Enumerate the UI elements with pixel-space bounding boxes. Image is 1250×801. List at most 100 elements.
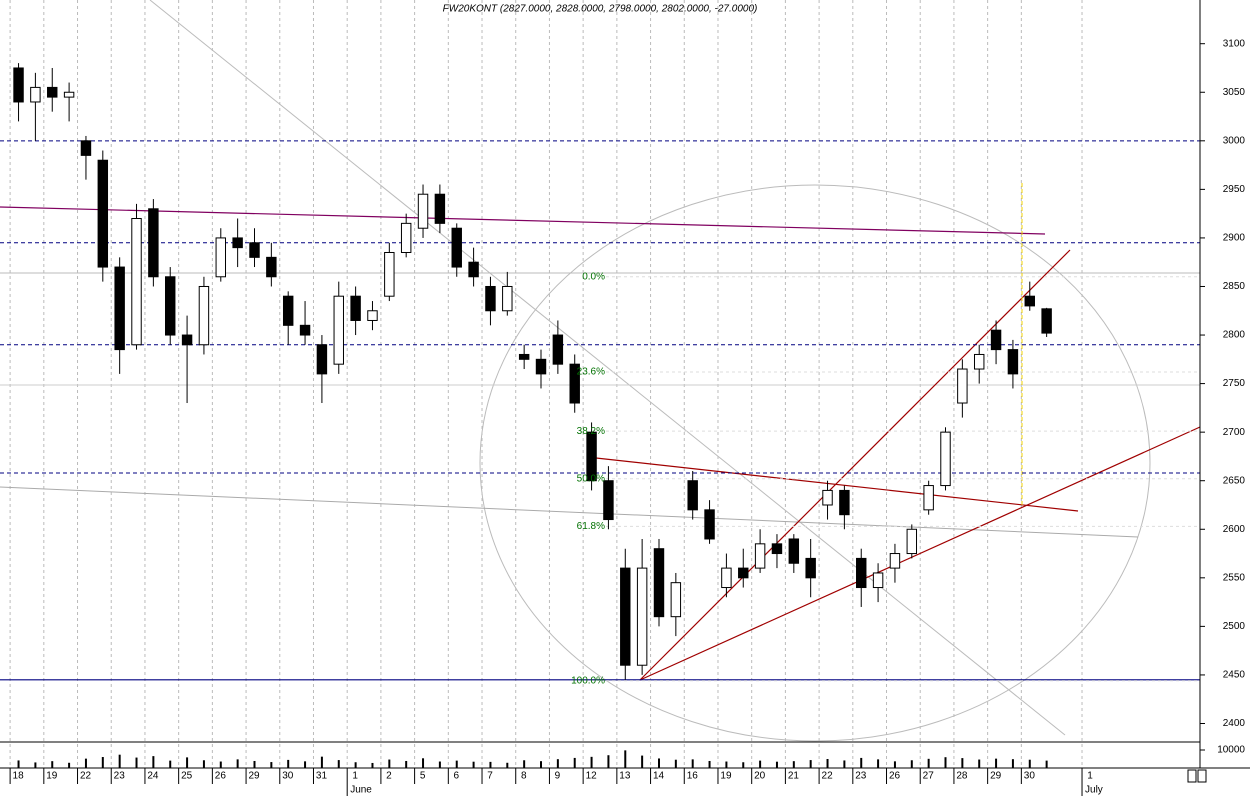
candle-body <box>198 285 210 346</box>
fib-label: 100.0% <box>571 675 605 686</box>
candle-body <box>417 193 429 229</box>
candle-body <box>63 91 75 98</box>
fib-label: 23.6% <box>577 367 605 378</box>
candle-body <box>165 276 176 336</box>
candle-body <box>973 353 985 370</box>
y-tick-label: 2750 <box>1223 378 1246 389</box>
y-tick-label: 3100 <box>1223 38 1246 49</box>
candle-body <box>232 237 243 249</box>
candle-body <box>771 543 783 555</box>
gray-trendline <box>0 486 1139 538</box>
candle-body <box>215 237 227 278</box>
y-tick-label: 2450 <box>1223 670 1246 681</box>
x-tick-label: 14 <box>653 771 665 782</box>
candle-body <box>80 140 92 156</box>
x-tick-label: 24 <box>147 771 159 782</box>
candle-body <box>30 86 41 103</box>
x-tick-label: 1 <box>352 771 358 782</box>
x-tick-label: 22 <box>822 771 834 782</box>
month-label: July <box>1085 785 1103 796</box>
x-tick-label: 27 <box>923 771 935 782</box>
x-tick-label: 25 <box>181 771 193 782</box>
x-tick-label: 30 <box>1024 771 1036 782</box>
candle-body <box>384 251 395 297</box>
candle-body <box>47 86 58 98</box>
red-trendline <box>639 426 1201 681</box>
candle-body <box>535 358 547 375</box>
red-trendline <box>595 457 1079 512</box>
candles <box>13 63 1052 680</box>
candle-body <box>333 295 344 365</box>
x-tick-label: 13 <box>619 771 631 782</box>
candle-body <box>704 509 715 540</box>
fib-label: 0.0% <box>582 271 605 282</box>
x-tick-label: 26 <box>215 771 227 782</box>
x-tick-label: 29 <box>990 771 1002 782</box>
x-tick-label: 22 <box>80 771 92 782</box>
x-tick-label: 28 <box>956 771 968 782</box>
y-tick-label: 2500 <box>1223 621 1246 632</box>
candle-body <box>468 261 479 278</box>
x-tick-label: 7 <box>487 771 493 782</box>
x-tick-label: 2 <box>386 771 392 782</box>
y-tick-label: 2650 <box>1223 475 1246 486</box>
candle-body <box>518 353 530 360</box>
gray-trendline <box>149 0 1066 736</box>
candle-body <box>316 344 328 375</box>
candle-body <box>603 480 614 521</box>
candle-body <box>872 572 884 589</box>
candle-body <box>350 295 361 321</box>
x-tick-label: 18 <box>13 771 25 782</box>
candle-body <box>552 334 564 365</box>
candle-body <box>131 218 142 346</box>
x-tick-label: 1 <box>1087 771 1093 782</box>
x-tick-label: 6 <box>454 771 460 782</box>
candle-body <box>181 334 193 346</box>
y-tick-label: 3050 <box>1223 87 1246 98</box>
candle-body <box>670 582 682 618</box>
candle-body <box>687 480 698 511</box>
x-tick-label: 5 <box>420 771 426 782</box>
candle-body <box>502 285 513 312</box>
candle-body <box>586 431 597 482</box>
x-tick-label: 20 <box>754 771 766 782</box>
x-tick-label: 19 <box>46 771 58 782</box>
x-tick-label: 26 <box>889 771 901 782</box>
x-tick-label: 30 <box>282 771 294 782</box>
x-tick-label: 12 <box>586 771 598 782</box>
x-tick-label: 16 <box>687 771 699 782</box>
y-tick-label: 2700 <box>1223 427 1246 438</box>
circle-tool <box>479 184 1151 742</box>
candle-body <box>653 548 665 618</box>
y-tick-label: 2850 <box>1223 281 1246 292</box>
candle-body <box>856 557 867 589</box>
candle-body <box>400 222 412 253</box>
candle-body <box>97 159 109 268</box>
candle-body <box>721 567 732 589</box>
candle-body <box>990 329 1002 351</box>
candle-body <box>569 363 580 404</box>
candle-body <box>754 543 766 569</box>
red-trendline <box>639 249 1071 681</box>
candle-body <box>940 431 951 487</box>
grid <box>9 0 1205 796</box>
candle-body <box>367 310 378 321</box>
candle-body <box>906 528 918 555</box>
candle-body <box>148 208 159 278</box>
month-label: June <box>350 785 372 796</box>
y-tick-label: 2600 <box>1223 524 1246 535</box>
candle-body <box>957 368 968 404</box>
labels: 2400245025002550260026502700275028002850… <box>13 38 1246 795</box>
x-tick-label: 8 <box>521 771 527 782</box>
candle-body <box>788 538 800 564</box>
fib-label: 38.2% <box>577 426 605 437</box>
candle-body <box>923 485 934 511</box>
x-tick-label: 9 <box>555 771 561 782</box>
purple-trendline <box>0 206 1046 235</box>
fib-label: 50.0% <box>577 473 605 484</box>
x-tick-label: 21 <box>788 771 800 782</box>
candle-body <box>1024 295 1035 307</box>
x-tick-label: 23 <box>114 771 126 782</box>
x-tick-label: 23 <box>855 771 867 782</box>
candle-body <box>434 193 446 224</box>
